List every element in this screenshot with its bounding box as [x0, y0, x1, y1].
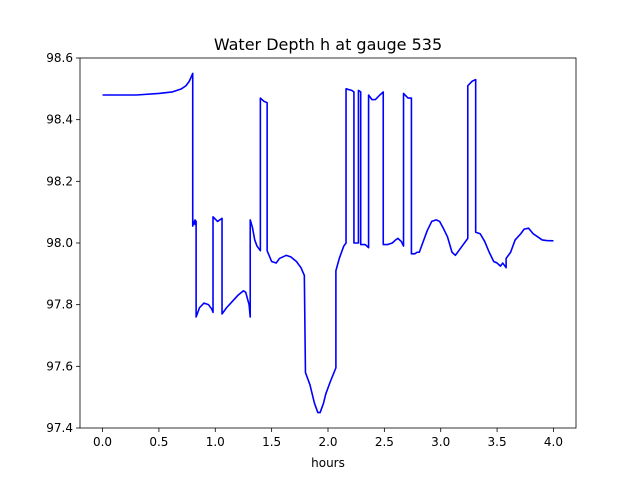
series-line — [102, 72, 554, 414]
y-tick-label: 98.2 — [46, 174, 73, 188]
x-tick-label: 0.0 — [93, 435, 112, 449]
x-tick-label: 2.5 — [375, 435, 394, 449]
plot-area — [102, 72, 554, 414]
y-tick-label: 98.4 — [46, 113, 73, 127]
x-axis: 0.0 0.5 1.0 1.5 2.0 2.5 3.0 3.5 4.0 — [93, 428, 563, 449]
x-tick-label: 3.0 — [431, 435, 450, 449]
y-tick-label: 97.6 — [46, 359, 73, 373]
x-tick-label: 0.5 — [149, 435, 168, 449]
x-tick-label: 1.0 — [206, 435, 225, 449]
y-tick-label: 97.8 — [46, 298, 73, 312]
x-tick-label: 2.0 — [318, 435, 337, 449]
y-tick-label: 98.0 — [46, 236, 73, 250]
x-axis-label: hours — [311, 456, 345, 470]
y-tick-label: 97.4 — [46, 421, 73, 435]
x-tick-label: 3.5 — [488, 435, 507, 449]
x-tick-label: 1.5 — [262, 435, 281, 449]
axes-frame — [79, 57, 577, 429]
x-tick-label: 4.0 — [544, 435, 563, 449]
chart-title: Water Depth h at gauge 535 — [214, 35, 442, 54]
y-tick-label: 98.6 — [46, 51, 73, 65]
y-axis: 97.4 97.6 97.8 98.0 98.2 98.4 98.6 — [46, 51, 80, 435]
